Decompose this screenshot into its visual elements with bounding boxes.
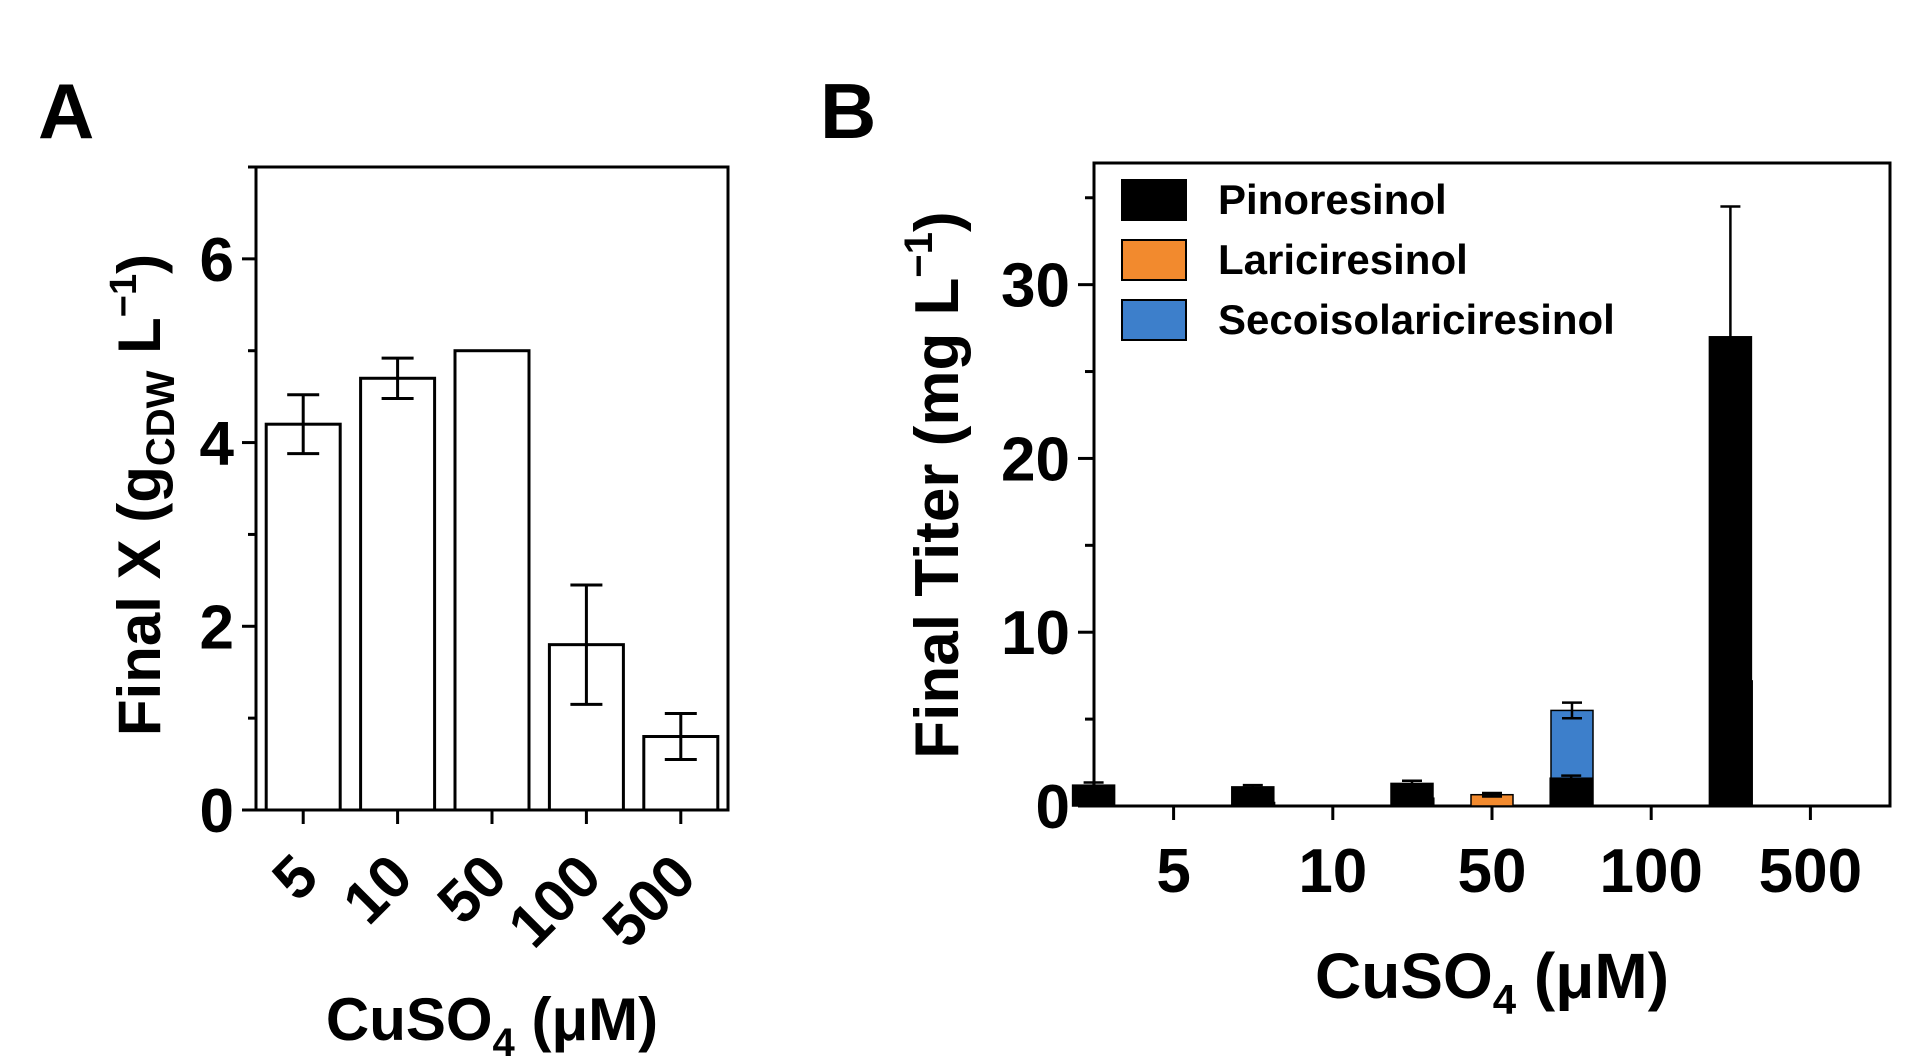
- panel-b-label: B: [820, 67, 876, 155]
- legend-label-pinoresinol: Pinoresinol: [1218, 176, 1447, 223]
- legend-label-lariciresinol: Lariciresinol: [1218, 236, 1468, 283]
- panel-a-y-tick-label: 2: [200, 593, 234, 662]
- panel-b-x-tick-label: 10: [1298, 837, 1367, 906]
- panel-b-bar-pinoresinol: [1549, 777, 1593, 807]
- panel-b-x-axis-title: CuSO4 (μM): [1315, 940, 1669, 1023]
- panel-b: B 0 10 20 30 5 10 50 100 500 Pinoresinol Laricir…: [820, 67, 1892, 1023]
- panel-a-y-tick-label: 6: [200, 226, 234, 295]
- panel-b-x-tick-label: 100: [1599, 837, 1702, 906]
- panel-a-bar: [359, 376, 437, 812]
- panel-b-y-axis: 0 10 20 30: [1001, 196, 1094, 842]
- legend-label-secoisolariciresinol: Secoisolariciresinol: [1218, 296, 1615, 343]
- panel-a-y-axis: 0 2 4 6: [200, 165, 256, 846]
- legend-swatch-lariciresinol: [1121, 239, 1187, 281]
- panel-a-x-tick-label: 500: [590, 842, 708, 960]
- panel-a-x-tick-label: 100: [495, 842, 613, 960]
- panel-b-x-tick-label: 5: [1156, 837, 1190, 906]
- panel-a-y-tick-label: 0: [200, 777, 234, 846]
- panel-a-x-tick-label: 10: [330, 842, 425, 937]
- panel-b-x-tick-label: 50: [1458, 837, 1527, 906]
- panel-a-y-axis-title: Final X (gCDW L−1): [103, 254, 183, 736]
- panel-b-legend: Pinoresinol Lariciresinol Secoisolaricires…: [1121, 176, 1615, 343]
- panel-a-y-tick-label: 4: [200, 410, 235, 479]
- panel-a-bar: [642, 735, 720, 812]
- panel-b-y-axis-title: Final Titer (mg L−1): [897, 211, 972, 758]
- panel-a-x-axis-title: CuSO4 (μM): [326, 986, 658, 1060]
- panel-b-y-tick-label: 10: [1001, 599, 1070, 668]
- panel-a-bar: [453, 349, 531, 812]
- panel-b-x-axis: 5 10 50 100 500: [1156, 806, 1862, 906]
- panel-b-y-tick-label: 30: [1001, 252, 1070, 321]
- panel-b-plot-frame: [1092, 161, 1892, 808]
- panel-a-label: A: [38, 67, 94, 155]
- panel-b-y-tick-label: 0: [1036, 773, 1070, 842]
- panel-b-bars: [1071, 205, 1753, 807]
- panel-b-y-tick-label: 20: [1001, 425, 1070, 494]
- panel-a-bars: [264, 349, 720, 812]
- legend-swatch-pinoresinol: [1121, 179, 1187, 221]
- panel-a-bar: [264, 422, 342, 812]
- legend-swatch-secoisolariciresinol: [1121, 299, 1187, 341]
- panel-b-x-tick-label: 500: [1759, 837, 1862, 906]
- panel-a-x-tick-label: 5: [259, 842, 330, 913]
